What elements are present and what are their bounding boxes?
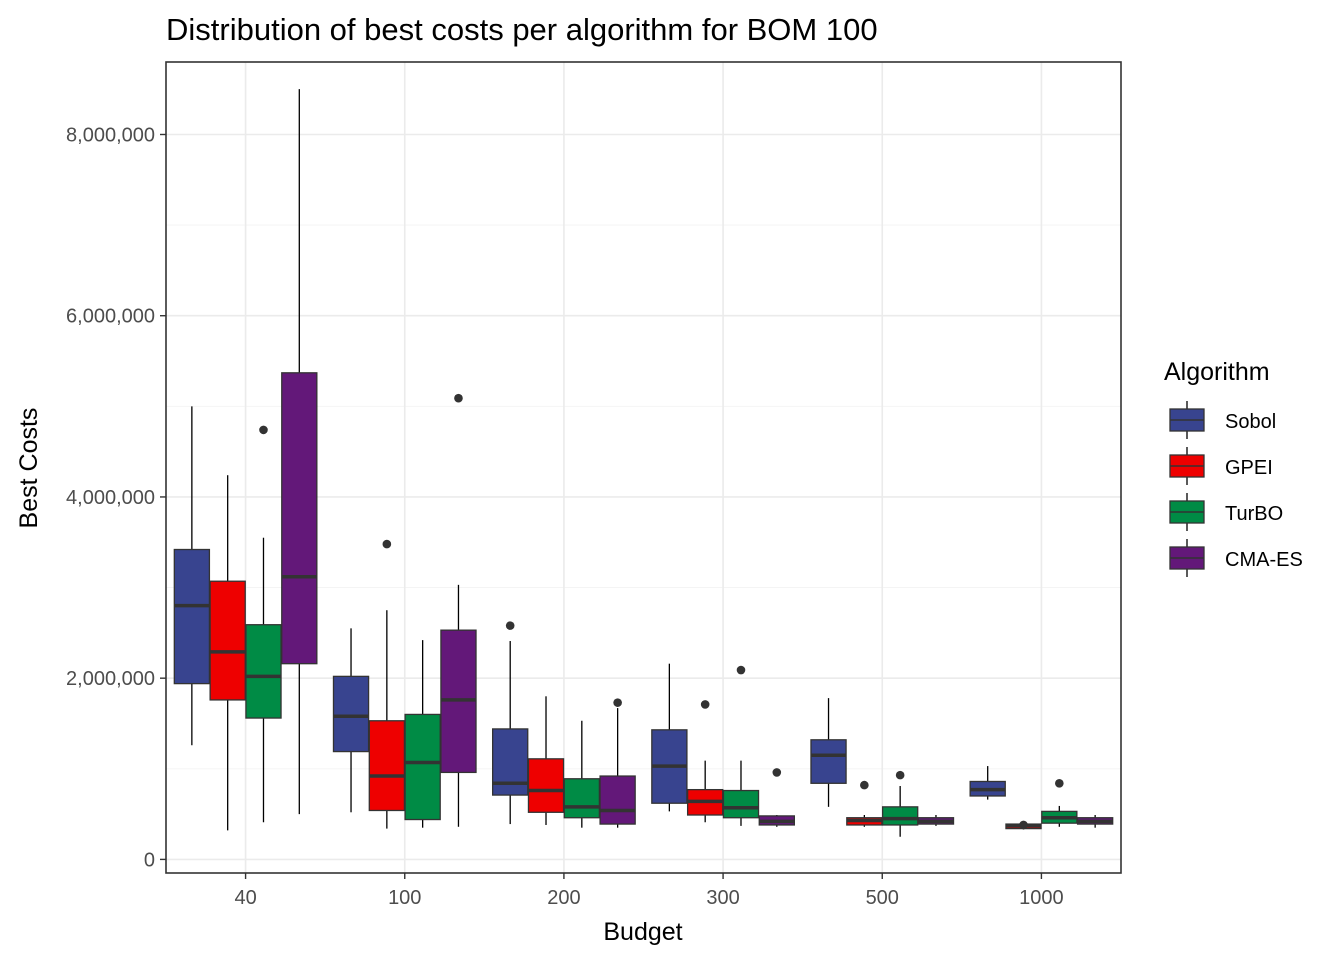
box-sobol-200 <box>491 621 529 825</box>
outlier-point <box>613 698 622 707</box>
box-body <box>527 758 565 813</box>
outlier-point <box>454 393 463 403</box>
box-body <box>881 806 919 826</box>
legend-items: Sobol GPEI TurBO CMA-ES <box>1169 401 1303 577</box>
legend-label: TurBO <box>1225 503 1283 525</box>
box-body <box>368 720 406 812</box>
box-gpei-500 <box>846 780 883 827</box>
y-axis-title: Best Costs <box>15 408 43 529</box>
legend-item-cma-es: CMA-ES <box>1169 539 1303 577</box>
box-gpei-200 <box>527 696 565 825</box>
panel-background <box>166 62 1121 873</box>
y-tick-label: 2,000,000 <box>66 668 155 690</box>
box-sobol-500 <box>810 698 847 807</box>
box-turbo-500 <box>881 770 919 837</box>
boxes <box>173 89 1114 837</box>
box-turbo-300 <box>722 665 760 826</box>
box-turbo-200 <box>563 720 601 828</box>
box-cma-es-1000 <box>1076 815 1114 828</box>
box-gpei-1000 <box>1005 820 1042 830</box>
panel-border <box>165 61 1122 874</box>
outlier-point <box>772 768 782 777</box>
box-turbo-40 <box>245 425 282 823</box>
chart-title: Distribution of best costs per algorithm… <box>166 12 878 47</box>
box-body <box>209 580 246 701</box>
box-body <box>810 739 847 784</box>
legend: Algorithm Sobol GPEI TurBO CMA-ES <box>1164 358 1303 577</box>
outlier-point <box>382 539 392 549</box>
box-body <box>599 775 636 825</box>
box-body <box>281 372 318 665</box>
y-tick-label: 8,000,000 <box>66 124 155 146</box>
x-tick-label: 100 <box>388 887 421 909</box>
outlier-point <box>700 700 710 709</box>
y-tick-label: 0 <box>144 849 155 871</box>
x-tick-label: 40 <box>234 887 256 909</box>
y-tick-label: 6,000,000 <box>66 306 155 328</box>
x-tick-label: 300 <box>706 887 739 909</box>
box-sobol-100 <box>332 628 370 813</box>
x-axis-title: Budget <box>603 918 682 946</box>
box-cma-es-200 <box>599 698 636 828</box>
y-axis: 0 2,000,000 4,000,000 6,000,000 8,000,000 <box>66 124 166 871</box>
box-body <box>722 789 760 819</box>
outlier-point <box>1055 778 1064 788</box>
x-tick-label: 500 <box>866 887 899 909</box>
box-cma-es-40 <box>281 89 318 815</box>
box-body <box>173 548 211 685</box>
legend-label: GPEI <box>1225 457 1273 479</box>
box-body <box>404 713 441 821</box>
box-turbo-100 <box>404 640 441 828</box>
box-cma-es-300 <box>758 768 796 827</box>
legend-item-gpei: GPEI <box>1169 447 1273 485</box>
x-axis: 40 100 200 300 500 1000 <box>234 873 1064 909</box>
outlier-point <box>736 665 746 675</box>
legend-title: Algorithm <box>1164 358 1270 386</box>
y-tick-label: 4,000,000 <box>66 487 155 509</box>
outlier-point <box>1019 820 1028 830</box>
outlier-point <box>259 425 268 435</box>
box-body <box>332 675 370 753</box>
box-sobol-40 <box>173 406 211 746</box>
box-sobol-1000 <box>969 766 1006 800</box>
legend-label: Sobol <box>1225 411 1276 433</box>
x-tick-label: 1000 <box>1019 887 1064 909</box>
outlier-point <box>505 621 515 630</box>
box-body <box>563 778 601 819</box>
box-body <box>245 624 282 719</box>
legend-item-sobol: Sobol <box>1169 401 1276 439</box>
outlier-point <box>860 780 869 790</box>
box-gpei-40 <box>209 475 246 831</box>
box-gpei-100 <box>368 539 406 829</box>
box-cma-es-100 <box>440 393 477 827</box>
outlier-point <box>895 770 905 780</box>
plot-panel <box>165 61 1122 874</box>
x-tick-label: 200 <box>547 887 580 909</box>
box-body <box>491 728 529 796</box>
box-turbo-1000 <box>1041 778 1078 827</box>
legend-item-turbo: TurBO <box>1169 493 1283 531</box>
box-cma-es-500 <box>917 815 955 826</box>
box-sobol-300 <box>651 663 688 812</box>
box-gpei-300 <box>686 700 724 823</box>
legend-label: CMA-ES <box>1225 549 1303 571</box>
